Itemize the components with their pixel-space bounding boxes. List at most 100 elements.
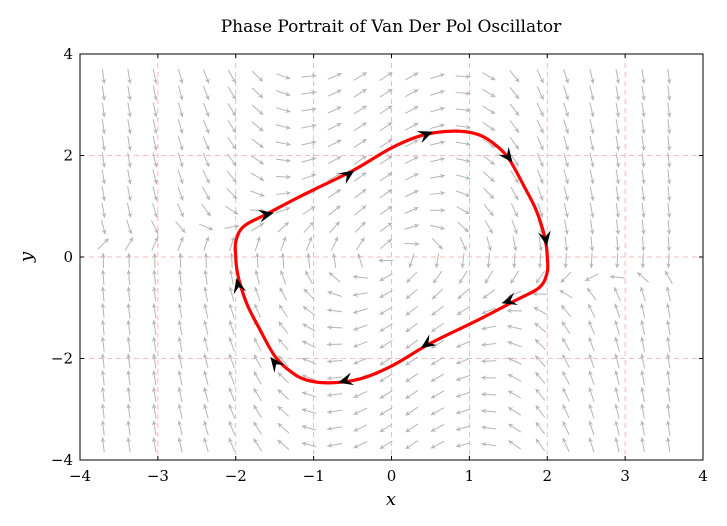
field-arrow (434, 253, 440, 269)
field-arrow-head (564, 77, 570, 84)
field-arrow-head (465, 73, 471, 80)
field-arrow-head (100, 387, 106, 393)
field-arrow-head (279, 287, 285, 294)
field-arrow-head (431, 343, 437, 349)
field-arrow (640, 169, 646, 185)
field-arrow (665, 370, 671, 386)
field-arrow (507, 324, 522, 330)
field-arrow (250, 172, 265, 181)
chart-title: Phase Portrait of Van Der Pol Oscillator (221, 17, 562, 37)
field-arrow (126, 253, 132, 269)
field-arrow-head (439, 140, 445, 146)
field-arrow (640, 353, 646, 369)
field-arrow-head (178, 236, 184, 243)
field-arrow (176, 203, 185, 218)
field-arrow (177, 420, 183, 436)
field-arrow (614, 420, 620, 436)
field-arrow-head (589, 178, 595, 185)
field-arrow (563, 202, 570, 218)
field-arrow-head (537, 262, 543, 269)
field-arrow-head (126, 128, 133, 134)
field-arrow-head (535, 421, 541, 428)
field-arrow (405, 339, 419, 350)
field-arrow (482, 105, 496, 115)
field-arrow-head (639, 336, 646, 343)
field-arrow (640, 437, 646, 453)
field-arrow (202, 403, 209, 419)
field-arrow (509, 103, 520, 117)
field-arrow (405, 356, 419, 366)
field-arrow-head (352, 291, 359, 298)
field-arrow (511, 253, 517, 269)
field-arrow-head (128, 237, 133, 243)
field-arrow (202, 153, 210, 168)
field-arrow (203, 303, 209, 319)
field-arrow (481, 425, 497, 431)
field-arrow-head (285, 141, 291, 147)
field-arrow-head (514, 93, 520, 100)
field-arrow-head (231, 177, 237, 183)
field-arrow-head (666, 195, 672, 202)
field-arrow-head (489, 109, 496, 114)
field-arrow (279, 270, 287, 285)
field-arrow-head (151, 370, 157, 376)
field-arrow (328, 188, 342, 199)
field-arrow-head (359, 237, 365, 244)
field-arrow-head (588, 420, 594, 427)
field-arrow-head (152, 195, 158, 201)
field-arrow (665, 420, 671, 436)
field-arrow (615, 219, 621, 235)
field-arrow-head (228, 404, 234, 410)
field-arrow-head (640, 229, 646, 235)
field-arrow-head (455, 409, 462, 415)
field-arrow-head (513, 143, 519, 150)
field-arrow (481, 408, 497, 414)
field-arrow-head (666, 212, 672, 218)
field-arrow (329, 221, 341, 233)
field-arrow (227, 86, 237, 100)
field-arrow-head (230, 110, 236, 117)
field-arrow (562, 404, 570, 419)
field-arrow (563, 85, 570, 101)
field-arrow-head (100, 253, 106, 259)
field-arrow (379, 306, 393, 316)
field-arrow-head (379, 360, 386, 366)
field-arrow (562, 370, 570, 385)
field-arrow-head (228, 303, 234, 310)
y-tick-label: 4 (63, 45, 73, 63)
field-arrow-head (151, 387, 157, 393)
field-arrow-head (414, 241, 420, 247)
field-arrow-head (126, 145, 133, 151)
field-arrow (563, 152, 570, 168)
field-arrow-head (481, 425, 487, 431)
field-arrow-head (100, 437, 106, 443)
field-arrow-head (333, 237, 339, 243)
field-arrow-head (353, 359, 360, 365)
cycle-direction-arrow (270, 357, 285, 373)
field-arrow (126, 68, 133, 84)
field-arrow-head (360, 172, 367, 178)
field-arrow-head (613, 287, 619, 293)
field-arrow-head (666, 128, 672, 135)
field-arrow-head (152, 145, 158, 151)
field-arrow (589, 152, 595, 168)
field-arrow (151, 269, 158, 285)
field-arrow-head (561, 321, 567, 327)
field-arrow-head (640, 111, 646, 118)
field-arrow (202, 136, 210, 151)
field-arrow-head (640, 403, 646, 410)
field-arrow (563, 119, 570, 134)
field-arrow (563, 236, 569, 252)
field-arrow-head (560, 277, 567, 283)
field-arrow-head (126, 387, 132, 393)
field-arrow (537, 203, 544, 218)
field-arrow (253, 354, 262, 368)
field-arrow-head (482, 293, 489, 299)
field-arrow (562, 420, 570, 436)
field-arrow-head (640, 437, 646, 443)
field-arrow (126, 102, 133, 118)
field-arrow (481, 391, 497, 397)
field-arrow (100, 420, 106, 436)
field-arrow (202, 102, 210, 117)
field-arrow (562, 437, 570, 452)
